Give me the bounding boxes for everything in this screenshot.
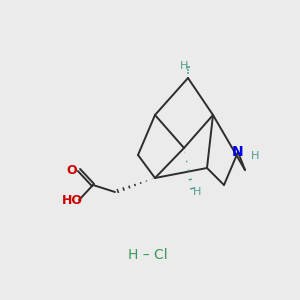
Text: N: N	[232, 145, 244, 159]
Text: H: H	[193, 187, 201, 197]
Text: H: H	[180, 61, 188, 71]
Text: H – Cl: H – Cl	[128, 248, 168, 262]
Text: O: O	[67, 164, 77, 176]
Text: HO: HO	[61, 194, 82, 206]
Text: H: H	[251, 151, 259, 161]
